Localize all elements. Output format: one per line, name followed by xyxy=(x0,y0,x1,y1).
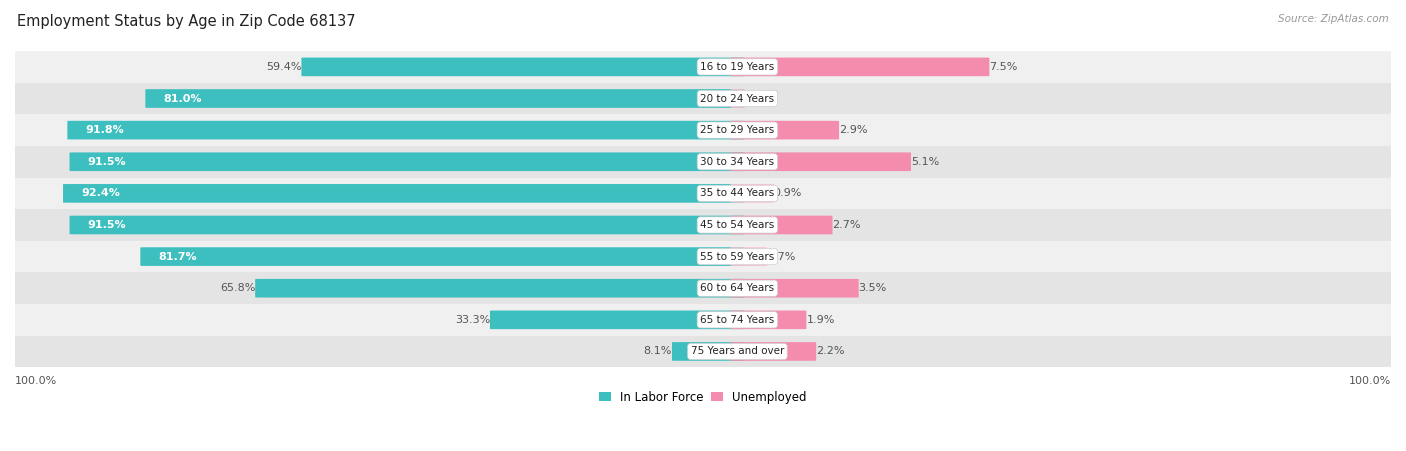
Text: 35 to 44 Years: 35 to 44 Years xyxy=(700,189,775,198)
FancyBboxPatch shape xyxy=(731,342,815,361)
Text: 60 to 64 Years: 60 to 64 Years xyxy=(700,283,775,293)
Bar xyxy=(15,272,1391,304)
FancyBboxPatch shape xyxy=(731,216,832,235)
Text: 65.8%: 65.8% xyxy=(219,283,254,293)
Text: 81.0%: 81.0% xyxy=(163,93,202,104)
Text: 5.1%: 5.1% xyxy=(911,157,939,167)
FancyBboxPatch shape xyxy=(731,247,768,266)
Text: 91.8%: 91.8% xyxy=(86,125,124,135)
Text: 25 to 29 Years: 25 to 29 Years xyxy=(700,125,775,135)
Text: 55 to 59 Years: 55 to 59 Years xyxy=(700,252,775,262)
Bar xyxy=(15,146,1391,178)
Text: 33.3%: 33.3% xyxy=(454,315,489,325)
FancyBboxPatch shape xyxy=(489,310,744,329)
FancyBboxPatch shape xyxy=(731,58,990,76)
FancyBboxPatch shape xyxy=(672,342,744,361)
Text: 16 to 19 Years: 16 to 19 Years xyxy=(700,62,775,72)
Text: 100.0%: 100.0% xyxy=(1348,376,1391,386)
Bar xyxy=(15,241,1391,272)
FancyBboxPatch shape xyxy=(63,184,744,202)
Text: 100.0%: 100.0% xyxy=(15,376,58,386)
Bar xyxy=(15,178,1391,209)
Text: Employment Status by Age in Zip Code 68137: Employment Status by Age in Zip Code 681… xyxy=(17,14,356,28)
FancyBboxPatch shape xyxy=(731,310,807,329)
Text: 0.9%: 0.9% xyxy=(773,189,801,198)
Bar xyxy=(15,336,1391,367)
Text: 30 to 34 Years: 30 to 34 Years xyxy=(700,157,775,167)
Legend: In Labor Force, Unemployed: In Labor Force, Unemployed xyxy=(595,387,811,409)
Text: 0.7%: 0.7% xyxy=(768,252,796,262)
Text: 8.1%: 8.1% xyxy=(644,346,672,356)
Text: 2.9%: 2.9% xyxy=(839,125,868,135)
FancyBboxPatch shape xyxy=(301,58,744,76)
FancyBboxPatch shape xyxy=(731,279,859,298)
Text: 59.4%: 59.4% xyxy=(266,62,301,72)
Text: 2.2%: 2.2% xyxy=(815,346,845,356)
Text: 91.5%: 91.5% xyxy=(87,157,127,167)
Text: 92.4%: 92.4% xyxy=(82,189,120,198)
FancyBboxPatch shape xyxy=(731,152,911,171)
FancyBboxPatch shape xyxy=(67,121,744,139)
Bar xyxy=(15,209,1391,241)
Text: 7.5%: 7.5% xyxy=(990,62,1018,72)
Text: 20 to 24 Years: 20 to 24 Years xyxy=(700,93,775,104)
Bar xyxy=(15,114,1391,146)
FancyBboxPatch shape xyxy=(731,121,839,139)
FancyBboxPatch shape xyxy=(254,279,744,298)
FancyBboxPatch shape xyxy=(141,247,744,266)
FancyBboxPatch shape xyxy=(145,89,744,108)
Text: 91.5%: 91.5% xyxy=(87,220,127,230)
Text: 45 to 54 Years: 45 to 54 Years xyxy=(700,220,775,230)
Text: Source: ZipAtlas.com: Source: ZipAtlas.com xyxy=(1278,14,1389,23)
FancyBboxPatch shape xyxy=(69,216,744,235)
Text: 81.7%: 81.7% xyxy=(159,252,197,262)
FancyBboxPatch shape xyxy=(731,89,744,108)
FancyBboxPatch shape xyxy=(731,184,773,202)
Text: 75 Years and over: 75 Years and over xyxy=(690,346,785,356)
Text: 2.7%: 2.7% xyxy=(832,220,860,230)
Bar xyxy=(15,83,1391,114)
Text: 3.5%: 3.5% xyxy=(859,283,887,293)
Text: 65 to 74 Years: 65 to 74 Years xyxy=(700,315,775,325)
Text: 1.9%: 1.9% xyxy=(807,315,835,325)
Text: 0.0%: 0.0% xyxy=(744,93,772,104)
Bar xyxy=(15,51,1391,83)
FancyBboxPatch shape xyxy=(69,152,744,171)
Bar xyxy=(15,304,1391,336)
